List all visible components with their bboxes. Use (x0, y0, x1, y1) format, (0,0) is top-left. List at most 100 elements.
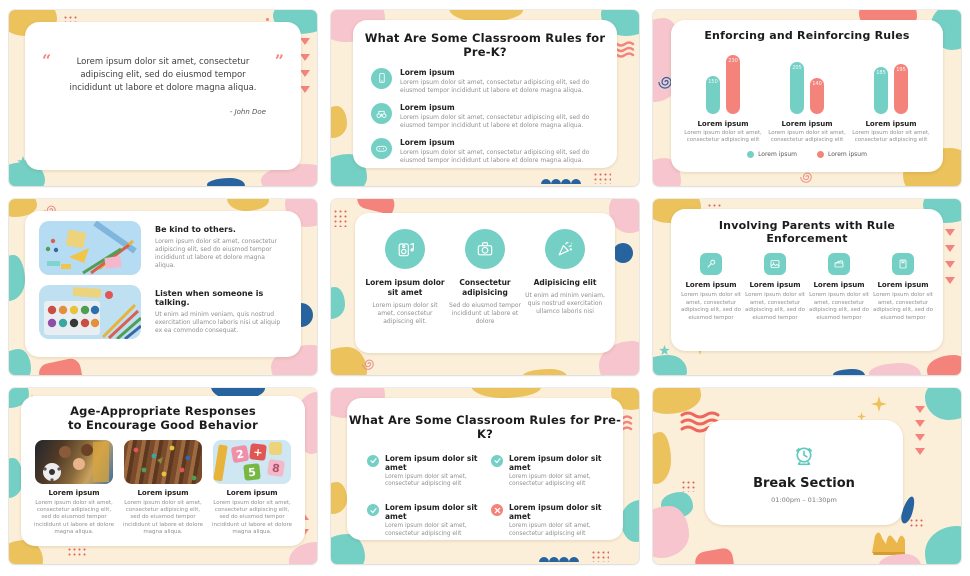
bar-value: 140 (812, 81, 822, 88)
bar-chart: 150 230 Lorem ipsum Lorem ipsum dolor si… (671, 50, 943, 144)
decor-triangle-icon (945, 261, 955, 268)
category-caption: Lorem ipsum dolor sit amet, consectetur … (768, 130, 846, 144)
item-title: Lorem ipsum (877, 281, 929, 290)
toy-symbol: + (253, 445, 264, 459)
slide-panel: What Are Some Classroom Rules for Pre-K?… (347, 398, 623, 540)
behavior-item: 2 + 5 8 Lorem ipsum Lorem ipsum dolor si… (212, 439, 292, 537)
item-body: Lorem ipsum dolor sit amet, consectetur … (873, 292, 933, 321)
number-toys-photo: 2 + 5 8 (213, 439, 291, 484)
art-supplies-photo (39, 285, 141, 339)
rule-title: Listen when someone is talking. (155, 289, 264, 307)
decor-blob (927, 355, 961, 375)
decor-blob (331, 106, 347, 138)
category-label: Lorem ipsum (865, 120, 917, 129)
decor-blob (227, 199, 269, 211)
slide-title: Involving Parents with Rule Enforcement (718, 219, 896, 246)
legend-entry: Lorem ipsum (747, 151, 797, 159)
decor-blob (331, 287, 345, 319)
bar-series-1: 150 (706, 75, 720, 115)
legend-label: Lorem ipsum (828, 151, 867, 159)
slide-panel: Lorem ipsum dolor sit amet Lorem ipsum d… (355, 213, 615, 353)
checklist-item: Lorem ipsum dolor sit amet Lorem ipsum d… (491, 503, 605, 539)
decor-dots (681, 480, 695, 492)
slide-three-topics[interactable]: Lorem ipsum dolor sit amet Lorem ipsum d… (331, 199, 639, 375)
bar-group: 185 195 Lorem ipsum Lorem ipsum dolor si… (849, 50, 933, 144)
slide-enforcing-rules-chart[interactable]: Enforcing and Reinforcing Rules 150 230 … (653, 10, 961, 186)
decor-triangle-icon (915, 420, 925, 427)
decor-triangle-icon (945, 229, 955, 236)
bar-series-1: 185 (874, 66, 888, 115)
photo-icon (764, 253, 786, 276)
topic-body: Ut enim ad minim veniam, quis nostrud ex… (525, 291, 605, 315)
bar-value: 205 (792, 64, 802, 71)
parent-item: Lorem ipsum Lorem ipsum dolor sit amet, … (744, 253, 806, 322)
decor-blob (833, 369, 865, 375)
item-title: Lorem ipsum dolor sit amet (509, 453, 602, 472)
bar-value: 185 (876, 69, 886, 76)
break-time: 01:00pm – 01:30pm (771, 496, 837, 504)
item-body: Lorem ipsum dolor sit amet, consectetur … (400, 113, 590, 129)
checklist-item: Lorem ipsum dolor sit amet Lorem ipsum d… (367, 454, 481, 490)
legend-label: Lorem ipsum (758, 151, 797, 159)
slide-title: Age-Appropriate Responses to Encourage G… (67, 404, 258, 432)
list-item: Lorem ipsum Lorem ipsum dolor sit amet, … (371, 102, 601, 130)
slide-classroom-rules-checklist[interactable]: What Are Some Classroom Rules for Pre-K?… (331, 388, 639, 564)
colored-pencils-photo (124, 439, 202, 484)
parent-item: Lorem ipsum Lorem ipsum dolor sit amet, … (872, 253, 934, 322)
item-title: Lorem ipsum (400, 137, 455, 147)
list-item: Lorem ipsum Lorem ipsum dolor sit amet, … (371, 67, 601, 95)
slide-panel: Age-Appropriate Responses to Encourage G… (21, 396, 305, 546)
slide-classroom-rules-list[interactable]: What Are Some Classroom Rules for Pre-K?… (331, 10, 639, 186)
item-title: Lorem ipsum (400, 102, 455, 112)
rule-row: Listen when someone is talking. Ut enim … (39, 285, 285, 339)
book-icon (892, 253, 914, 276)
check-icon (367, 504, 379, 517)
decor-triangle-icon (300, 86, 310, 93)
bar-series-2: 230 (726, 55, 740, 115)
decor-star-icon (659, 345, 670, 356)
slide-title: What Are Some Classroom Rules for Pre-K? (348, 413, 622, 441)
game-console-icon (371, 137, 392, 159)
quote-attribution: - John Doe (229, 107, 266, 116)
decor-triangle-icon (300, 54, 310, 61)
slide-involving-parents[interactable]: Involving Parents with Rule Enforcement … (653, 199, 961, 375)
topic-body: Sed do eiusmod tempor incididunt ut labo… (449, 301, 521, 325)
kids-playing-photo (35, 439, 113, 484)
close-quote-icon: ” (274, 51, 284, 70)
parent-item: Lorem ipsum Lorem ipsum dolor sit amet, … (808, 253, 870, 322)
item-body: Lorem ipsum dolor sit amet, consectetur … (681, 292, 741, 321)
item-title: Lorem ipsum (48, 488, 100, 497)
category-caption: Lorem ipsum dolor sit amet, consectetur … (684, 130, 762, 144)
decor-triangle-icon (300, 70, 310, 77)
decor-scallops-icon (539, 557, 579, 562)
slide-kindness-rules[interactable]: Be kind to others. Lorem ipsum dolor sit… (9, 199, 317, 375)
slide-quote[interactable]: “ ” Lorem ipsum dolor sit amet, consecte… (9, 10, 317, 186)
category-label: Lorem ipsum (697, 120, 749, 129)
decor-triangle-icon (915, 406, 925, 413)
decor-triangle-icon (945, 277, 955, 284)
slide-panel: Involving Parents with Rule Enforcement … (671, 209, 943, 351)
slide-break-section[interactable]: Break Section 01:00pm – 01:30pm (653, 388, 961, 564)
behavior-item: Lorem ipsum Lorem ipsum dolor sit amet, … (123, 439, 203, 537)
item-body: Lorem ipsum dolor sit amet, consectetur … (745, 292, 805, 321)
bar-series-2: 195 (894, 64, 908, 115)
slide-age-appropriate-responses[interactable]: Age-Appropriate Responses to Encourage G… (9, 388, 317, 564)
decor-bean (693, 546, 735, 564)
checklist-item: Lorem ipsum dolor sit amet Lorem ipsum d… (367, 503, 481, 539)
decor-dots (909, 518, 923, 528)
toy-number: 2 (235, 447, 245, 461)
decor-star-icon (871, 396, 887, 412)
alarm-clock-icon (791, 441, 817, 471)
category-caption: Lorem ipsum dolor sit amet, consectetur … (852, 130, 930, 144)
item-body: Lorem ipsum dolor sit amet, consectetur … (809, 292, 869, 321)
check-icon (367, 454, 379, 467)
decor-blob (869, 363, 921, 375)
decor-blob (653, 506, 689, 558)
binoculars-icon (371, 102, 392, 124)
item-body: Lorem ipsum dolor sit amet, consectetur … (400, 148, 590, 165)
rule-body: Ut enim ad minim veniam, quis nostrud ex… (155, 311, 281, 335)
decor-blob (653, 355, 687, 375)
decor-triangle-icon (299, 545, 309, 552)
item-body: Lorem ipsum dolor sit amet, consectetur … (34, 499, 114, 536)
parent-item: Lorem ipsum Lorem ipsum dolor sit amet, … (680, 253, 742, 322)
